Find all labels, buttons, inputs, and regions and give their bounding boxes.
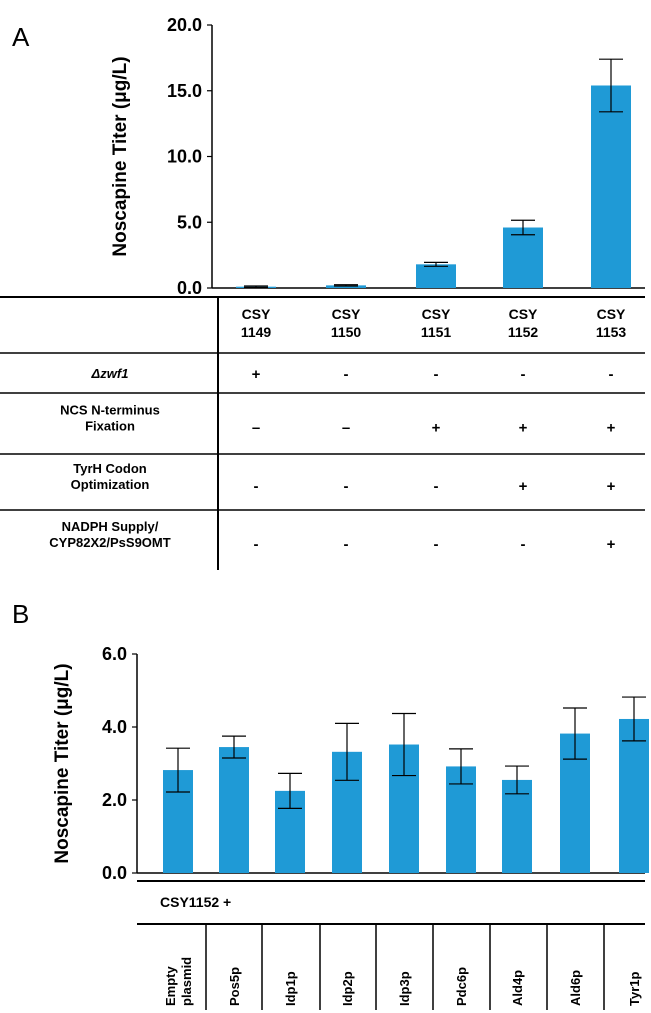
table-cell: -: [254, 536, 259, 553]
strain-header: CSY: [242, 306, 271, 322]
bar: [416, 264, 456, 288]
gene-label: Tyr1p: [627, 972, 642, 1006]
table-cell: +: [519, 478, 528, 495]
table-b-header: CSY1152 +: [160, 894, 231, 910]
chart-b: 0.0 2.0 4.0 6.0 Noscapine Titer (μg/L): [52, 644, 649, 883]
bar: [619, 718, 649, 873]
y-tick-label: 0.0: [177, 278, 202, 298]
table-cell: -: [254, 478, 259, 495]
gene-label: Idp2p: [340, 971, 355, 1006]
gene-label: Pos5p: [227, 967, 242, 1006]
table-cell: -: [521, 536, 526, 553]
table-cell: -: [609, 366, 614, 383]
gene-label: Ald6p: [568, 970, 583, 1006]
table-b: CSY1152 + Empty plasmid Pos5p Idp1p Idp2p Idp3…: [137, 880, 645, 1010]
row-label: Optimization: [71, 477, 150, 492]
table-cell: -: [521, 366, 526, 383]
row-label: Fixation: [85, 419, 135, 434]
panel-label-b: B: [12, 599, 29, 629]
gene-label: Idp3p: [397, 971, 412, 1006]
table-cell: +: [607, 478, 616, 495]
bar: [502, 779, 532, 873]
bar: [503, 227, 543, 288]
table-cell: +: [519, 420, 528, 437]
strain-header: 1149: [241, 324, 272, 340]
table-cell: +: [432, 420, 441, 437]
gene-label: Empty: [163, 966, 178, 1007]
table-cell: +: [607, 420, 616, 437]
y-tick-label: 4.0: [102, 717, 127, 737]
row-label: TyrH Codon: [73, 461, 146, 476]
strain-header: CSY: [597, 306, 626, 322]
row-label: CYP82X2/PsS9OMT: [49, 535, 170, 550]
y-tick-label: 0.0: [102, 863, 127, 883]
strain-header: 1152: [508, 324, 539, 340]
strain-header: 1151: [421, 324, 452, 340]
table-cell: -: [434, 478, 439, 495]
gene-label: Idp1p: [283, 971, 298, 1006]
table-cell: +: [607, 536, 616, 553]
row-label: Δzwf1: [91, 366, 129, 381]
row-label: NADPH Supply/: [62, 519, 159, 534]
strain-header: CSY: [332, 306, 361, 322]
strain-header: CSY: [422, 306, 451, 322]
panel-label-a: A: [12, 22, 30, 52]
table-cell: –: [342, 420, 350, 437]
strain-header: 1153: [596, 324, 627, 340]
table-cell: -: [344, 478, 349, 495]
table-cell: -: [344, 366, 349, 383]
table-cell: -: [434, 366, 439, 383]
table-cell: -: [434, 536, 439, 553]
y-tick-label: 10.0: [167, 147, 202, 167]
row-label: NCS N-terminus: [60, 403, 160, 418]
strain-header: 1150: [331, 324, 362, 340]
table-cell: +: [252, 366, 261, 383]
y-tick-label: 20.0: [167, 15, 202, 35]
strain-header: CSY: [509, 306, 538, 322]
bar: [219, 747, 249, 873]
y-axis-title: Noscapine Titer (μg/L): [110, 56, 131, 256]
gene-label: Pdc6p: [454, 967, 469, 1006]
bar: [326, 285, 366, 288]
chart-a: 0.0 5.0 10.0 15.0 20.0 Noscapine Titer (μg/L): [110, 15, 645, 298]
y-tick-label: 2.0: [102, 790, 127, 810]
table-a: CSY 1149 CSY 1150 CSY 1151 CSY 1152 CSY 1153 Δzwf1…: [0, 296, 645, 570]
table-cell: –: [252, 420, 260, 437]
y-axis-title: Noscapine Titer (μg/L): [52, 663, 73, 863]
y-tick-label: 15.0: [167, 81, 202, 101]
y-tick-label: 6.0: [102, 644, 127, 664]
gene-label: plasmid: [179, 957, 194, 1006]
table-cell: -: [344, 536, 349, 553]
gene-label: Ald4p: [510, 970, 525, 1006]
bar: [591, 85, 631, 289]
y-tick-label: 5.0: [177, 212, 202, 232]
